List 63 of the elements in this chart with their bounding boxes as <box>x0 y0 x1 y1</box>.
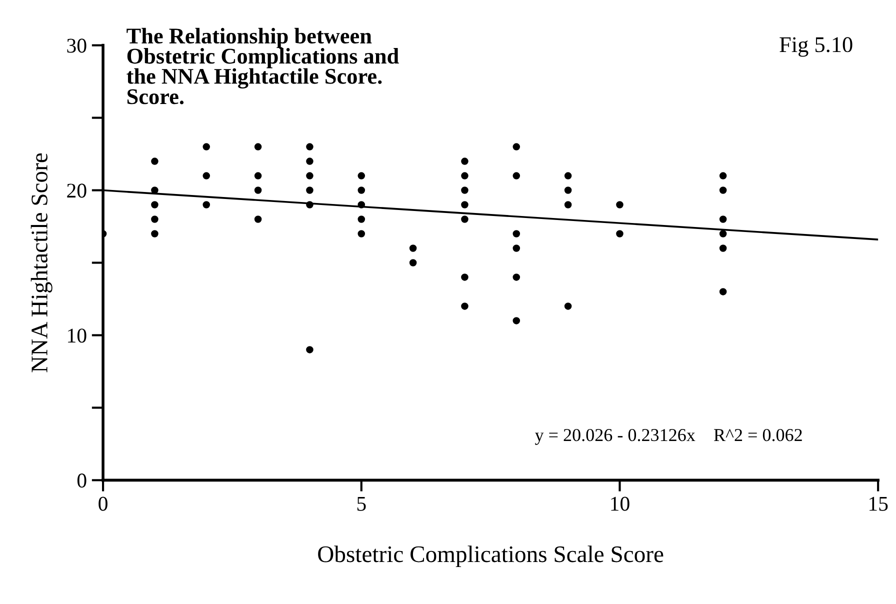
point <box>151 201 158 208</box>
point <box>202 201 210 208</box>
x-tick-label: 0 <box>98 496 108 511</box>
y-tick-label: 0 <box>77 474 86 488</box>
point <box>512 317 520 324</box>
point <box>306 143 314 150</box>
point <box>254 186 262 194</box>
point <box>719 288 727 296</box>
point <box>461 158 468 165</box>
point <box>461 186 468 194</box>
point <box>409 244 417 252</box>
point <box>151 216 158 223</box>
point <box>461 274 468 281</box>
x-tick-label: 10 <box>611 496 630 511</box>
point <box>202 143 210 150</box>
point <box>461 302 468 310</box>
x-tick-label: 5 <box>357 496 366 511</box>
point <box>254 143 262 150</box>
point <box>719 186 727 194</box>
point <box>306 186 314 194</box>
y-axis-title: NNA Hightactile Score <box>30 153 52 372</box>
point <box>719 230 727 238</box>
point <box>461 172 468 180</box>
point <box>564 201 572 208</box>
point <box>306 158 314 165</box>
point <box>564 172 572 180</box>
point <box>358 216 366 223</box>
point <box>358 186 366 194</box>
point <box>512 230 520 238</box>
point <box>306 346 314 354</box>
point <box>461 216 468 223</box>
y-tick-label: 30 <box>67 38 86 53</box>
annotation: Fig 5.10 <box>780 37 852 57</box>
point <box>254 216 262 223</box>
point <box>564 186 572 194</box>
annotation: y = 20.026 - 0.23126x R^2 = 0.062 <box>535 428 802 445</box>
x-tick-label: 15 <box>869 496 888 511</box>
point <box>616 230 624 238</box>
point <box>461 201 468 208</box>
point <box>358 172 366 180</box>
point <box>616 201 624 208</box>
point <box>512 274 520 281</box>
point <box>719 172 727 180</box>
point <box>358 201 366 208</box>
point <box>202 172 210 180</box>
point <box>358 230 366 238</box>
y-tick-label: 20 <box>67 184 86 198</box>
point <box>512 172 520 180</box>
point <box>719 244 727 252</box>
point <box>151 230 158 238</box>
chart-title: The Relationship between Obstetric Complications and the NNA Hightactile Score. Score. <box>126 28 399 104</box>
point <box>151 158 158 165</box>
point <box>719 216 727 223</box>
point <box>254 172 262 180</box>
y-tick-label: 10 <box>68 328 86 343</box>
point <box>512 244 520 252</box>
x-axis-title: Obstetric Complications Scale Score <box>318 546 664 568</box>
point <box>512 143 520 150</box>
point <box>306 201 314 208</box>
point <box>564 302 572 310</box>
point <box>151 186 158 194</box>
point <box>306 172 314 180</box>
point <box>409 259 417 266</box>
